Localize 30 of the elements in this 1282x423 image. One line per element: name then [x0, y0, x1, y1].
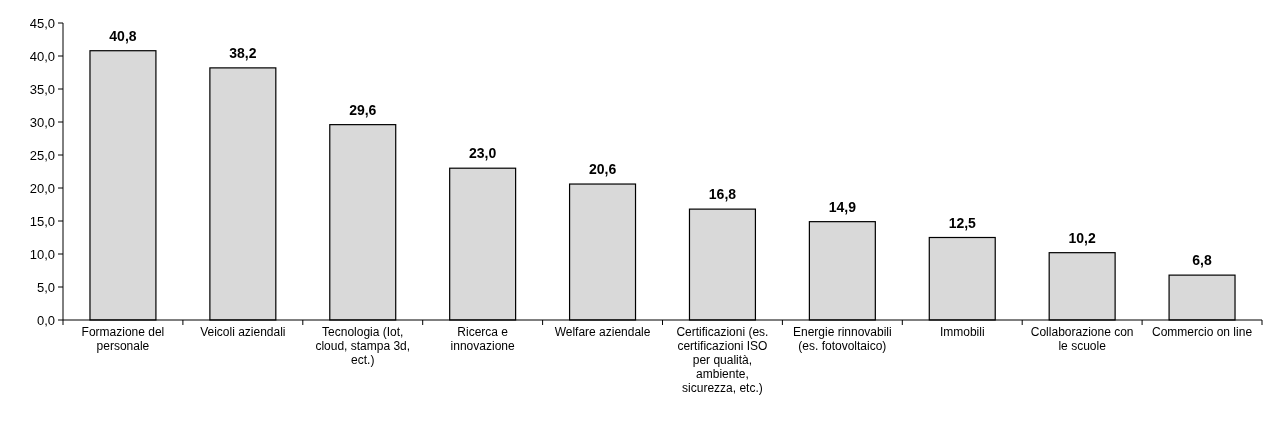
data-label: 12,5: [948, 214, 977, 231]
x-tick-label: Tecnologia (Iot, cloud, stampa 3d, ect.): [315, 325, 411, 367]
data-label: 38,2: [229, 44, 257, 61]
x-tick-label: Welfare aziendale: [554, 325, 651, 339]
y-tick-label: 40,0: [29, 48, 55, 64]
y-tick-label: 25,0: [29, 147, 55, 163]
y-tick-label: 10,0: [29, 246, 55, 262]
y-tick-label: 45,0: [29, 15, 55, 31]
data-label: 40,8: [109, 27, 137, 44]
data-label: 16,8: [708, 186, 737, 203]
x-tick-label: Energie rinnovabili (es. fotovoltaico): [792, 325, 892, 353]
data-label: 23,0: [469, 145, 497, 162]
y-tick-label: 5,0: [36, 279, 55, 295]
y-tick-label: 35,0: [29, 81, 55, 97]
y-tick-label: 30,0: [29, 114, 55, 130]
data-label: 29,6: [349, 101, 377, 118]
data-label: 14,9: [828, 198, 857, 215]
x-tick-label: Commercio on line: [1152, 325, 1253, 339]
y-tick-label: 0,0: [36, 312, 55, 328]
y-tick-label: 15,0: [29, 213, 55, 229]
data-label: 20,6: [588, 161, 617, 178]
x-tick-label: Formazione del personale: [81, 325, 165, 353]
x-tick-label: Certificazioni (es. certificazioni ISO per qualità, ambiente, sicurezza, etc.): [676, 325, 769, 395]
y-tick-label: 20,0: [29, 180, 55, 196]
x-tick-label: Immobili: [939, 325, 985, 339]
data-label: 10,2: [1068, 229, 1096, 246]
data-label: 6,8: [1192, 252, 1212, 269]
x-tick-label: Collaborazione con le scuole: [1030, 325, 1134, 353]
x-tick-label: Ricerca e innovazione: [450, 325, 515, 353]
x-tick-label: Veicoli aziendali: [200, 325, 286, 339]
